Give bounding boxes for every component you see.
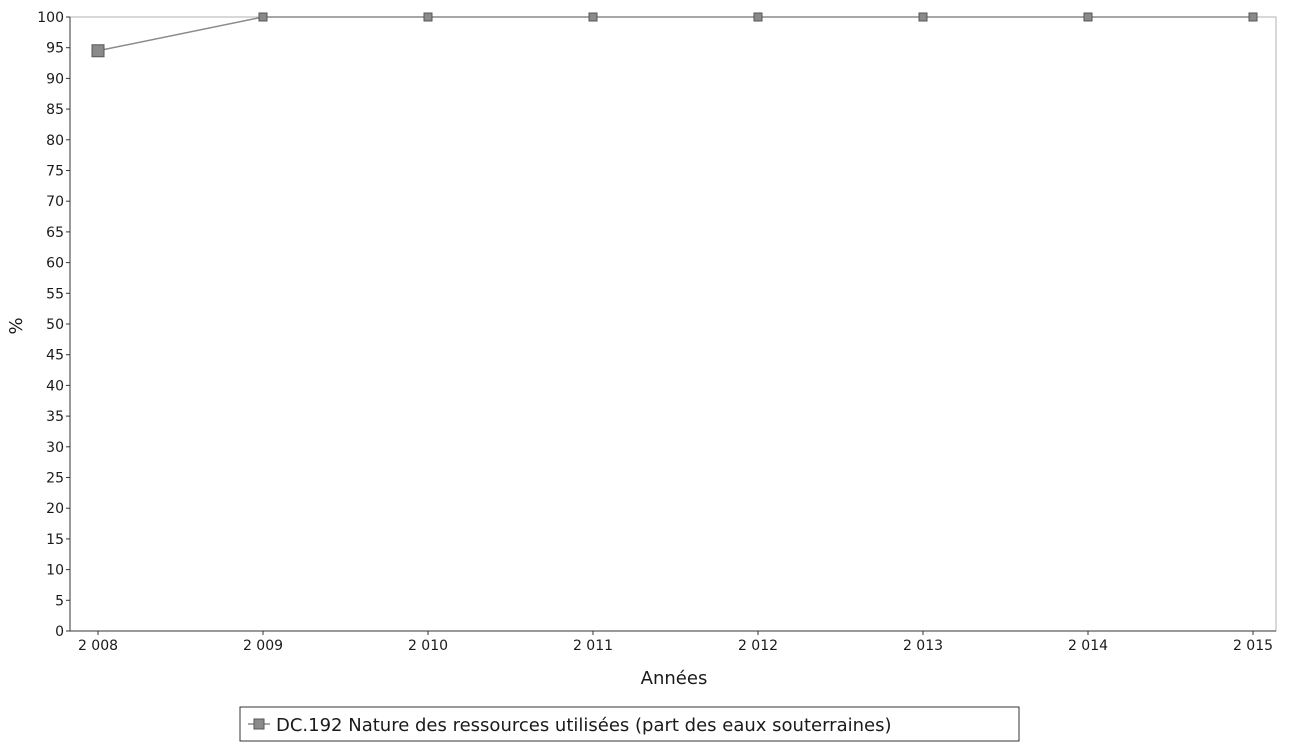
legend-label: DC.192 Nature des ressources utilisées (… xyxy=(276,715,892,736)
data-point xyxy=(1083,12,1093,22)
series-layer xyxy=(91,12,1258,58)
data-point xyxy=(91,44,105,58)
y-tick-label: 10 xyxy=(46,563,64,579)
y-tick-label: 75 xyxy=(46,164,64,180)
x-axis-label: Années xyxy=(641,668,708,689)
y-tick-label: 35 xyxy=(46,409,64,425)
x-tick-label: 2 009 xyxy=(243,638,283,654)
y-tick-label: 40 xyxy=(46,378,64,394)
series-line xyxy=(97,16,1253,52)
y-tick-label: 5 xyxy=(55,593,64,609)
plot-area xyxy=(69,16,1277,632)
y-tick-label: 95 xyxy=(46,41,64,57)
x-tick-label: 2 013 xyxy=(903,638,943,654)
legend-box xyxy=(239,706,1020,742)
x-tick-label: 2 008 xyxy=(78,638,118,654)
x-tick-label: 2 015 xyxy=(1233,638,1273,654)
legend-marker xyxy=(253,718,265,730)
y-tick-label: 70 xyxy=(46,194,64,210)
y-tick-label: 55 xyxy=(46,286,64,302)
x-tick-label: 2 012 xyxy=(738,638,778,654)
y-tick-label: 25 xyxy=(46,471,64,487)
y-tick-label: 90 xyxy=(46,71,64,87)
legend: DC.192 Nature des ressources utilisées (… xyxy=(239,706,1020,742)
y-tick-label: 20 xyxy=(46,501,64,517)
data-point xyxy=(258,12,268,22)
y-tick-label: 85 xyxy=(46,102,64,118)
x-axis-ticks: 2 008 2 009 2 010 2 011 2 012 2 013 2 014 2 015 xyxy=(78,631,1273,654)
y-tick-label: 65 xyxy=(46,225,64,241)
y-tick-label: 30 xyxy=(46,440,64,456)
y-tick-label: 15 xyxy=(46,532,64,548)
y-tick-label: 100 xyxy=(37,10,64,26)
y-tick-label: 60 xyxy=(46,256,64,272)
y-tick-label: 45 xyxy=(46,348,64,364)
y-tick-label: 0 xyxy=(55,624,64,640)
data-point xyxy=(918,12,928,22)
x-tick-label: 2 014 xyxy=(1068,638,1108,654)
axes xyxy=(69,16,1277,632)
y-tick-label: 80 xyxy=(46,133,64,149)
x-tick-label: 2 010 xyxy=(408,638,448,654)
y-axis-ticks: 0 5 10 15 20 25 30 35 40 45 50 55 60 65 70 75 80 85 90 95 10… xyxy=(37,10,70,640)
data-point xyxy=(1248,12,1258,22)
y-axis-label: % xyxy=(6,317,27,334)
data-point xyxy=(588,12,598,22)
y-tick-label: 50 xyxy=(46,317,64,333)
x-tick-label: 2 011 xyxy=(573,638,613,654)
data-point xyxy=(753,12,763,22)
data-point xyxy=(423,12,433,22)
